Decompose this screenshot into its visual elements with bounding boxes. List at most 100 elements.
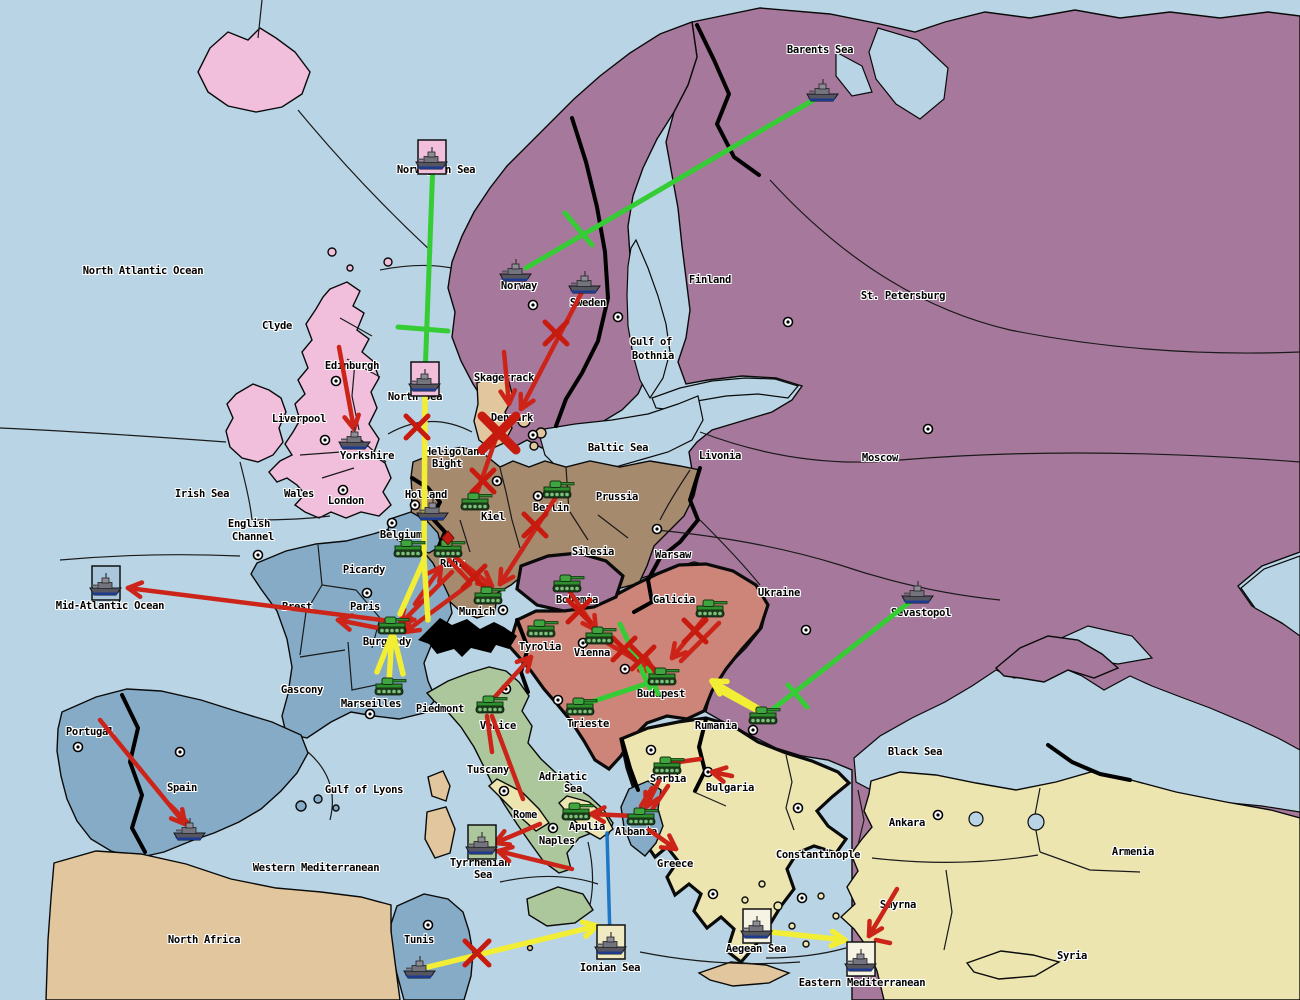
failed-x-mark	[403, 413, 431, 441]
unit-army-bohemia[interactable]	[552, 574, 585, 593]
supply-center-dot	[491, 475, 503, 487]
unit-army-albania[interactable]	[626, 807, 659, 826]
order-arrow-red	[646, 827, 679, 852]
unit-army-belgium[interactable]	[393, 539, 426, 558]
supply-center-dot	[409, 499, 421, 511]
region-iceland[interactable]	[197, 27, 311, 113]
unit-fleet-yorkshire[interactable]	[338, 427, 371, 450]
supply-center-dot	[527, 429, 539, 441]
supply-center-dot	[386, 517, 398, 529]
order-arrow-red	[709, 765, 735, 784]
failed-x-mark	[681, 617, 709, 645]
unit-army-tyrolia[interactable]	[526, 619, 559, 638]
region-iberia[interactable]	[56, 688, 309, 859]
region-crimea[interactable]	[994, 635, 1120, 683]
unit-fleet-aegean-sea[interactable]	[740, 908, 773, 944]
order-arrow-red	[638, 785, 655, 809]
region-north-africa[interactable]	[45, 850, 401, 1000]
unit-army-budapest[interactable]	[647, 667, 680, 686]
unit-army-venice[interactable]	[475, 695, 508, 714]
unit-fleet-norwegian-sea[interactable]	[415, 139, 448, 175]
region-arctic-inlet[interactable]	[835, 50, 873, 97]
order-arrow-green	[617, 621, 653, 691]
region-islet-3	[346, 264, 354, 272]
unit-fleet-sweden[interactable]	[568, 271, 601, 294]
supply-center-dot	[747, 724, 759, 736]
supply-center-dot	[782, 316, 794, 328]
unit-fleet-eastern-mediterranean[interactable]	[844, 941, 877, 977]
region-ireland[interactable]	[225, 383, 287, 463]
unit-army-kiel[interactable]	[460, 492, 493, 511]
unit-army-munich[interactable]	[473, 586, 506, 605]
order-arrow-yellow	[425, 919, 600, 970]
region-sicily[interactable]	[526, 886, 594, 927]
support-bar	[562, 210, 595, 248]
region-lake-2	[1027, 813, 1045, 831]
supply-center-dot	[337, 484, 349, 496]
order-arrow-red	[669, 756, 703, 766]
region-aegean-isle-7	[832, 912, 840, 920]
supply-center-dot	[792, 802, 804, 814]
region-islet-1	[327, 247, 337, 257]
supply-center-dot	[800, 624, 812, 636]
unit-fleet-mid-atlantic-ocean[interactable]	[89, 565, 122, 601]
order-arrow-red	[649, 783, 671, 813]
unit-army-berlin[interactable]	[542, 480, 575, 499]
region-great-britain[interactable]	[268, 281, 392, 519]
order-arrow-red	[490, 654, 534, 702]
unit-fleet-barents-sea[interactable]	[806, 79, 839, 102]
supply-center-dot	[527, 299, 539, 311]
region-corsica	[427, 770, 451, 802]
failed-x-mark	[565, 597, 593, 625]
unit-army-rumania[interactable]	[748, 706, 781, 725]
supply-center-dot	[422, 919, 434, 931]
region-balearic-3	[332, 804, 340, 812]
unit-fleet-tunis[interactable]	[403, 956, 436, 979]
unit-army-marseilles[interactable]	[374, 677, 407, 696]
order-arrow-yellow	[391, 634, 406, 677]
order-arrow-red	[446, 557, 473, 585]
order-arrow-blue	[605, 831, 612, 940]
region-sardinia	[424, 806, 456, 859]
unit-army-burgundy[interactable]	[377, 616, 410, 635]
unit-army-vienna[interactable]	[584, 626, 617, 645]
unit-fleet-tyrrhenian-sea[interactable]	[465, 824, 498, 860]
order-arrow-red	[518, 287, 586, 412]
unit-fleet-holland[interactable]	[416, 498, 449, 521]
unit-army-trieste[interactable]	[565, 697, 598, 716]
order-arrow-red	[336, 344, 361, 432]
order-arrow-yellow	[421, 387, 428, 563]
region-crete	[697, 961, 791, 987]
region-balearic-1	[295, 800, 307, 812]
supply-center-dot	[796, 892, 808, 904]
region-aegean-isle-4	[788, 922, 796, 930]
region-aegean-isle-1	[741, 896, 749, 904]
unit-fleet-norway[interactable]	[499, 259, 532, 282]
supply-center-dot	[252, 549, 264, 561]
region-white-sea[interactable]	[868, 27, 949, 120]
supply-center-dot	[702, 766, 714, 778]
supply-center-dot	[319, 434, 331, 446]
region-caspian-sea[interactable]	[1240, 555, 1300, 637]
order-arrow-red	[167, 802, 191, 826]
support-bar	[395, 324, 451, 334]
supply-center-dot	[364, 708, 376, 720]
region-danish-isle-3	[529, 441, 539, 451]
unit-army-apulia[interactable]	[561, 802, 594, 821]
supply-center-dot	[619, 663, 631, 675]
unit-fleet-north-sea[interactable]	[408, 361, 441, 397]
unit-fleet-ionian-sea[interactable]	[594, 924, 627, 960]
region-lake-1	[968, 811, 984, 827]
supply-center-dot	[330, 375, 342, 387]
region-gulf-of-bothnia[interactable]	[626, 238, 671, 400]
supply-center-dot	[532, 490, 544, 502]
unit-fleet-sevastopol[interactable]	[901, 581, 934, 604]
province-borders	[0, 0, 1300, 965]
failed-x-mark	[477, 411, 521, 455]
unit-army-ruhr[interactable]	[433, 530, 466, 558]
unit-fleet-spain-south-coast[interactable]	[173, 818, 206, 841]
unit-army-serbia[interactable]	[652, 756, 685, 775]
region-malta	[526, 944, 534, 952]
unit-army-galicia[interactable]	[695, 599, 728, 618]
